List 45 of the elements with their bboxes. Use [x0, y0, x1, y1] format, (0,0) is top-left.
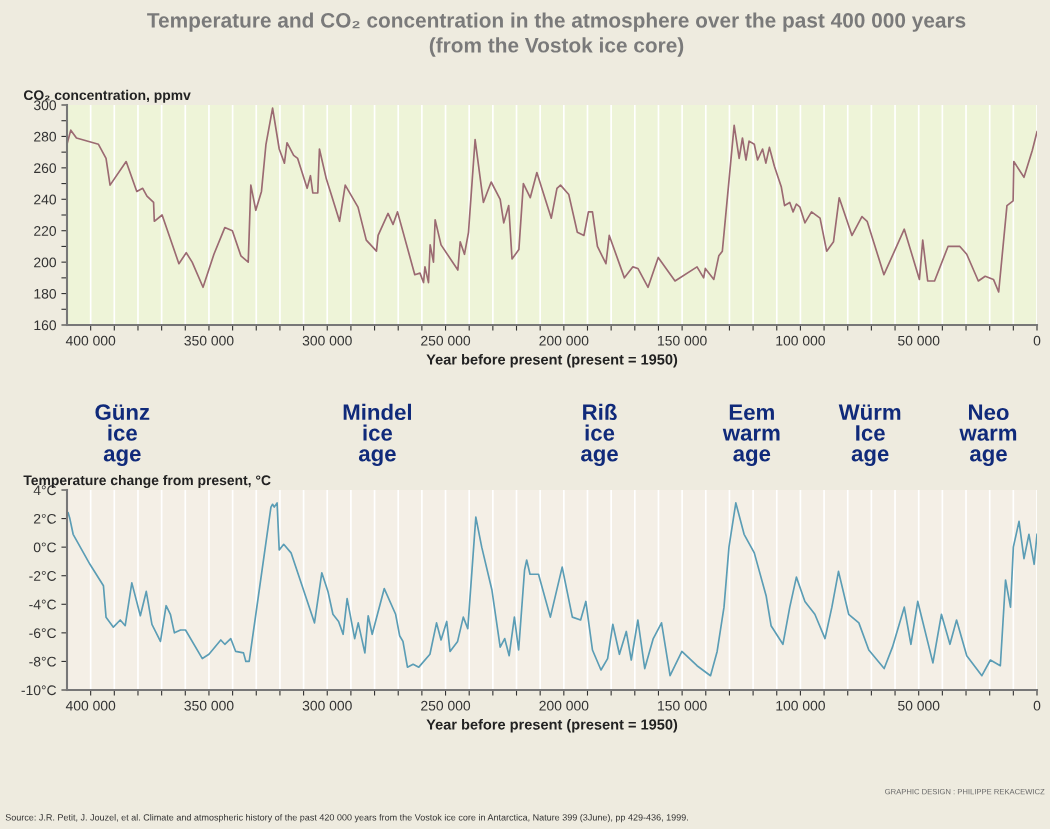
x-tick-label: 350 000	[184, 700, 234, 711]
x-axis-title: Year before present (present = 1950)	[426, 718, 678, 733]
x-tick-label: 200 000	[539, 700, 589, 711]
x-tick-label: 50 000	[898, 335, 940, 346]
source-note: Source: J.R. Petit, J. Jouzel, et al. Climate and atmospheric history of the past 420 000 years from the Vostok ice core in Antarctica, Nature 399 (3June), pp 429-436, 1999.	[5, 813, 688, 823]
x-axis-title: Year before present (present = 1950)	[426, 353, 678, 368]
x-tick-label: 300 000	[302, 335, 352, 346]
x-tick-label: 350 000	[184, 335, 234, 346]
y-tick-label: -10°C	[21, 685, 57, 696]
y-tick-label: 2°C	[33, 513, 57, 524]
x-tick-label: 400 000	[65, 335, 116, 346]
chart-subtitle: (from the Vostok ice core)	[429, 37, 684, 57]
y-tick-label: -2°C	[29, 571, 57, 581]
y-tick-label: 0°C	[33, 542, 57, 553]
y-tick-label: -8°C	[29, 656, 57, 667]
text: Riß ice age	[581, 403, 618, 466]
line-series	[67, 502, 1037, 677]
x-tick-label: 100 000	[776, 335, 825, 346]
x-tick-label: 150 000	[658, 700, 707, 711]
x-tick-label: 300 000	[302, 700, 352, 711]
x-tick-label: 250 000	[421, 700, 471, 711]
chart-title: Temperature and CO₂ concentration in the atmosphere over the past 400 000 years	[147, 12, 966, 32]
y-tick-label: 240	[34, 194, 57, 205]
y-tick-label: -6°C	[29, 628, 57, 639]
x-tick-label: 250 000	[421, 335, 471, 346]
y-tick-label: 200	[34, 257, 57, 268]
y-tick-label: 160	[34, 320, 57, 331]
x-tick-label: 100 000	[776, 700, 825, 711]
x-tick-label: 200 000	[539, 335, 589, 346]
x-tick-label: 150 000	[658, 335, 707, 346]
x-tick-label: 0	[1033, 335, 1041, 346]
x-tick-label: 0	[1033, 700, 1041, 711]
text: Eem warm age	[722, 404, 780, 466]
text: Günz ice age	[95, 404, 150, 466]
x-tick-label: 400 000	[65, 700, 116, 711]
text: Neo warm age	[959, 404, 1017, 466]
y-tick-label: -4°C	[29, 599, 57, 610]
text: Mindel ice age	[343, 403, 412, 466]
text: Würm Ice age	[838, 404, 901, 466]
y-tick-label: 280	[34, 131, 57, 142]
x-tick-label: 50 000	[898, 700, 940, 711]
y-tick-label: 220	[34, 226, 57, 236]
line-series	[67, 107, 1037, 293]
y-tick-label: 180	[34, 288, 57, 299]
y-tick-label: 260	[34, 163, 57, 174]
